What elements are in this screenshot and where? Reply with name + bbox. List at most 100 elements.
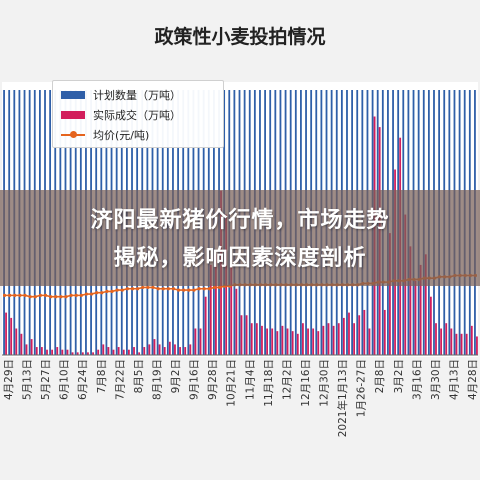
actual-bar <box>112 349 115 355</box>
actual-bar <box>358 315 361 355</box>
legend-item-planned: 计划数量（万吨） <box>61 87 181 103</box>
headline-line-1: 济阳最新猪价行情，市场走势 <box>90 208 390 233</box>
x-tick-label: 10月21日 <box>226 359 238 407</box>
actual-bar <box>5 312 7 355</box>
actual-bar <box>266 328 268 355</box>
legend-item-actual: 实际成交（万吨） <box>61 107 181 123</box>
actual-bar <box>470 325 473 355</box>
x-tick-label: 11月18日 <box>263 359 275 407</box>
chart-legend: 计划数量（万吨） 实际成交（万吨） 均价(元/吨) <box>52 80 224 148</box>
actual-bar <box>281 325 284 355</box>
actual-bar <box>209 264 212 355</box>
actual-bar <box>332 325 335 355</box>
x-tick-label: 12月2日 <box>281 359 293 400</box>
actual-bar <box>368 328 371 355</box>
avg-price-point <box>100 291 104 295</box>
chart-title: 政策性小麦投拍情况 <box>154 26 326 48</box>
actual-bar <box>255 323 258 355</box>
x-tick-label: 9月28日 <box>207 359 219 400</box>
avg-price-point <box>161 287 165 291</box>
avg-price-point <box>89 292 94 296</box>
actual-bar <box>450 328 453 355</box>
actual-bar <box>383 309 386 355</box>
avg-price-point <box>182 288 186 292</box>
actual-bar <box>10 317 13 355</box>
actual-bar <box>71 352 74 355</box>
avg-price-point <box>64 295 68 299</box>
actual-bar <box>271 328 274 355</box>
actual-bar <box>429 296 432 355</box>
actual-bar <box>30 339 33 355</box>
actual-bar <box>174 344 176 355</box>
avg-price-point <box>18 293 22 297</box>
actual-bar <box>424 254 427 355</box>
avg-price-point <box>105 289 109 293</box>
headline-banner <box>0 190 480 286</box>
actual-bar <box>465 333 468 355</box>
actual-bar <box>20 333 23 355</box>
actual-bar <box>419 264 422 355</box>
actual-bar <box>445 323 448 355</box>
actual-bar <box>230 256 233 355</box>
actual-bar <box>15 328 18 355</box>
x-tick-label: 11月4日 <box>244 359 256 400</box>
actual-bar <box>302 323 304 355</box>
actual-bar <box>435 323 437 355</box>
avg-price-point <box>8 293 12 297</box>
actual-bar <box>476 336 478 355</box>
actual-bar <box>296 333 299 355</box>
x-tick-label: 3月2日 <box>393 359 405 393</box>
actual-bar <box>337 323 340 355</box>
avg-price-point <box>176 288 181 292</box>
avg-price-point <box>146 285 150 290</box>
x-tick-label: 7月8日 <box>96 359 108 393</box>
actual-bar <box>133 347 135 355</box>
actual-bar <box>35 347 38 355</box>
avg-price-point <box>192 288 196 292</box>
avg-price-point <box>2 293 7 297</box>
avg-price-point <box>13 293 17 297</box>
actual-bar <box>455 333 458 355</box>
actual-bar <box>76 352 79 355</box>
actual-bar <box>40 347 43 355</box>
x-tick-label: 2月8日 <box>374 359 386 393</box>
actual-bar <box>148 344 151 355</box>
avg-price-point <box>202 287 206 291</box>
actual-bar <box>158 344 161 355</box>
actual-bar <box>184 347 187 355</box>
avg-price-point <box>151 285 155 290</box>
legend-swatch-planned <box>61 91 85 99</box>
actual-bar <box>215 254 217 355</box>
x-tick-label: 2021年1月13日 <box>336 359 349 437</box>
actual-bar <box>291 331 294 355</box>
x-tick-label: 1月26-27日 <box>356 359 368 417</box>
actual-bar <box>389 233 391 355</box>
avg-price-point <box>166 287 170 291</box>
actual-bar <box>261 325 263 355</box>
actual-bar <box>250 323 253 355</box>
actual-bar <box>128 349 130 355</box>
actual-bar <box>240 315 243 355</box>
actual-bar <box>348 312 350 355</box>
avg-price-point <box>217 285 222 290</box>
actual-bar <box>138 352 141 355</box>
actual-bar <box>97 349 100 355</box>
avg-price-point <box>130 287 135 291</box>
actual-bar <box>81 352 84 355</box>
actual-bar <box>317 331 320 355</box>
actual-bar <box>46 349 48 355</box>
avg-price-point <box>69 293 73 297</box>
avg-price-point <box>171 287 176 291</box>
actual-bar <box>414 280 417 355</box>
x-tick-label: 4月29日 <box>3 359 15 400</box>
legend-item-avg-price: 均价(元/吨) <box>61 127 149 143</box>
avg-price-point <box>120 288 124 292</box>
actual-bar <box>276 331 279 355</box>
actual-bar <box>194 328 197 355</box>
x-tick-label: 3月16日 <box>411 359 423 400</box>
actual-bar <box>353 323 355 355</box>
actual-bar <box>342 317 345 355</box>
actual-bar <box>163 347 166 355</box>
avg-price-point <box>84 292 89 296</box>
avg-price-point <box>38 293 42 297</box>
